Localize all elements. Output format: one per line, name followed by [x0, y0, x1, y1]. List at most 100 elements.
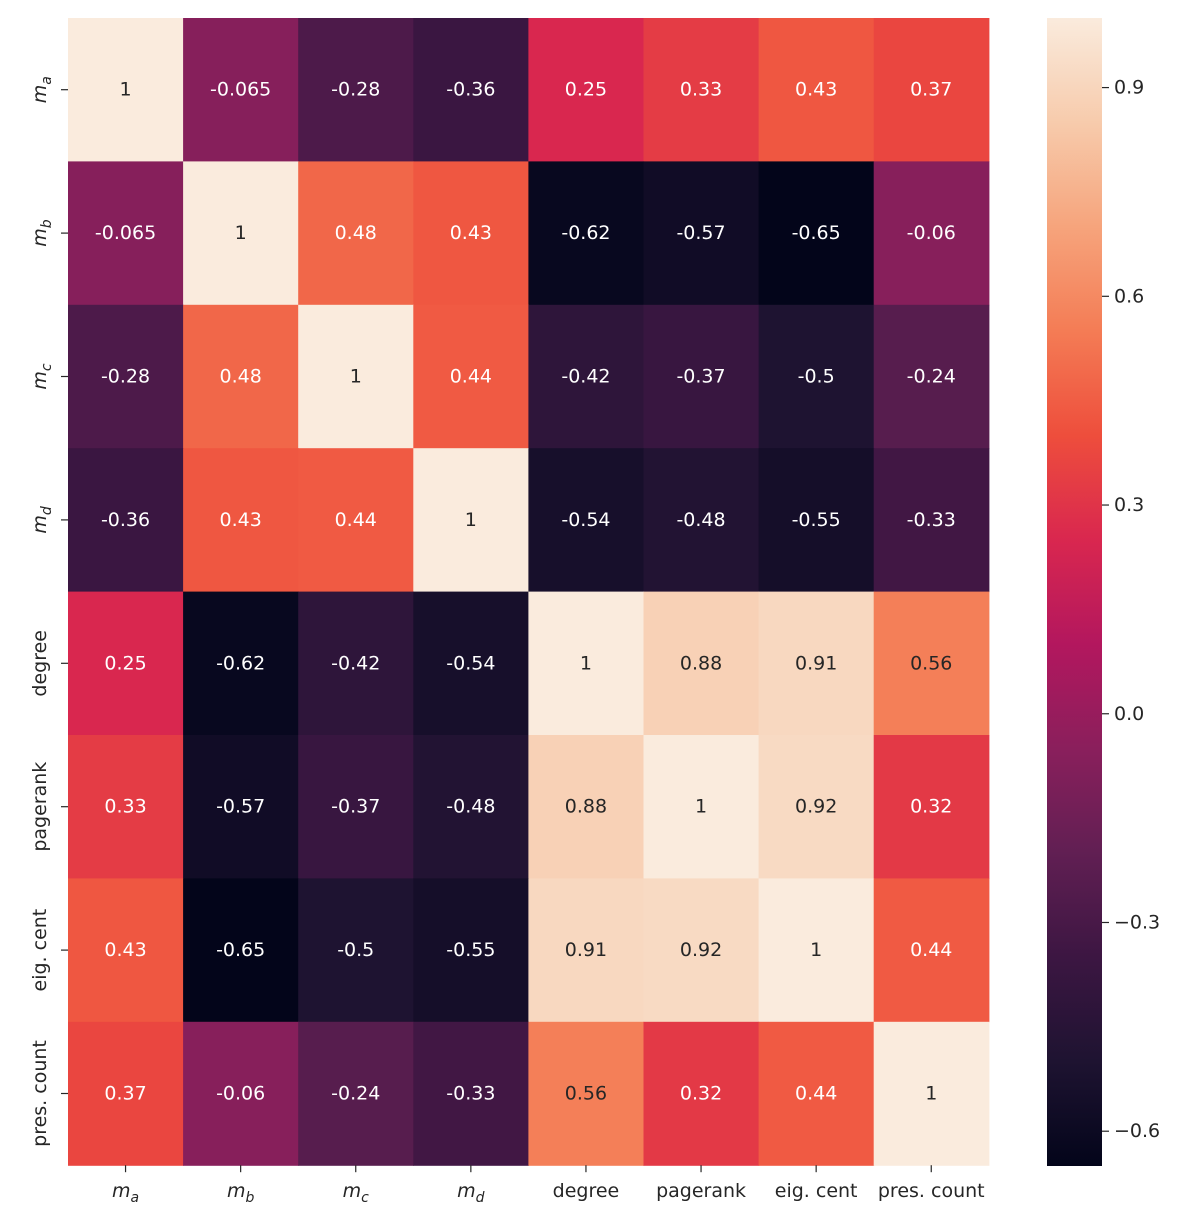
cell-value-label: -0.28 — [101, 366, 150, 388]
cell-value-label: 0.92 — [680, 939, 722, 961]
cell-value-label: -0.55 — [446, 939, 495, 961]
cell-value-label: -0.57 — [216, 796, 265, 818]
heatmap-cell — [528, 448, 645, 593]
heatmap-cell — [413, 448, 529, 593]
cell-value-label: 0.32 — [910, 796, 952, 818]
cell-value-label: 1 — [580, 652, 592, 674]
x-tick-label: ma — [112, 1180, 139, 1206]
heatmap-cell — [643, 304, 760, 449]
heatmap-cell — [643, 591, 760, 736]
heatmap-cell — [758, 304, 875, 449]
cell-value-label: -0.065 — [210, 79, 271, 101]
cell-value-label: 1 — [925, 1083, 937, 1105]
cell-value-label: -0.36 — [101, 509, 150, 531]
cell-value-label: 0.43 — [450, 222, 492, 244]
heatmap-cell — [183, 878, 299, 1023]
cell-value-label: 1 — [350, 366, 362, 388]
heatmap-cell — [413, 878, 529, 1023]
heatmap-cell — [68, 448, 184, 593]
heatmap-cell — [413, 18, 529, 162]
heatmap-cell — [298, 878, 414, 1023]
cell-value-label: 1 — [120, 79, 132, 101]
cell-value-label: 0.56 — [565, 1083, 607, 1105]
cell-value-label: 0.91 — [795, 652, 837, 674]
heatmap-cell — [183, 18, 299, 162]
heatmap-cell — [298, 304, 414, 449]
x-axis-ticks: ma mb mc md degree pagerank eig. cent pres. cou… — [112, 1165, 985, 1206]
heatmap-cell — [758, 161, 875, 306]
cell-value-label: 0.48 — [335, 222, 377, 244]
cell-value-label: 0.44 — [335, 509, 377, 531]
heatmap-cell-labels: 1 -0.065 -0.28 -0.36 0.25 0.33 0.43 0.37 -0.065 1… — [95, 79, 956, 1105]
y-tick-label: mc — [29, 363, 55, 390]
colorbar: 0.9 0.6 0.3 0.0 −0.3 −0.6 — [1047, 18, 1160, 1166]
cell-value-label: -0.42 — [331, 652, 380, 674]
heatmap-cell — [528, 591, 645, 736]
cell-value-label: -0.55 — [792, 509, 841, 531]
heatmap-cell — [68, 878, 184, 1023]
colorbar-tick-label: 0.6 — [1114, 285, 1144, 307]
cell-value-label: -0.48 — [676, 509, 725, 531]
cell-value-label: 0.43 — [219, 509, 261, 531]
heatmap-cell — [873, 735, 990, 879]
heatmap-cell — [528, 735, 645, 879]
heatmap-cell — [873, 304, 990, 449]
cell-value-label: 0.43 — [104, 939, 146, 961]
heatmap-cell — [528, 1021, 645, 1166]
cell-value-label: 0.44 — [450, 366, 492, 388]
heatmap-cell — [298, 1021, 414, 1166]
x-tick-label: mb — [227, 1180, 255, 1206]
cell-value-label: -0.54 — [561, 509, 610, 531]
heatmap-cell — [758, 1021, 875, 1166]
heatmap-cell — [183, 304, 299, 449]
heatmap-cell — [413, 591, 529, 736]
cell-value-label: 0.48 — [219, 366, 261, 388]
heatmap-cell — [758, 735, 875, 879]
heatmap-cell — [183, 448, 299, 593]
heatmap-cell — [298, 18, 414, 162]
heatmap-cell — [298, 591, 414, 736]
cell-value-label: -0.42 — [561, 366, 610, 388]
cell-value-label: 0.25 — [104, 652, 146, 674]
cell-value-label: -0.54 — [446, 652, 495, 674]
cell-value-label: -0.37 — [331, 796, 380, 818]
heatmap-cell — [413, 161, 529, 306]
cell-value-label: -0.28 — [331, 79, 380, 101]
cell-value-label: -0.5 — [798, 366, 835, 388]
cell-value-label: 1 — [695, 796, 707, 818]
heatmap-cell — [873, 161, 990, 306]
heatmap-cell — [183, 1021, 299, 1166]
colorbar-tick-label: 0.0 — [1114, 703, 1144, 725]
colorbar-tick-label: 0.9 — [1114, 77, 1144, 99]
heatmap-cell — [183, 735, 299, 879]
x-tick-label: degree — [553, 1180, 620, 1202]
cell-value-label: 0.33 — [104, 796, 146, 818]
y-axis-ticks: ma mb mc md degree pagerank eig. cent pres. cou… — [29, 76, 68, 1147]
heatmap-cell — [873, 18, 990, 162]
cell-value-label: 0.88 — [680, 652, 722, 674]
heatmap-cells — [68, 18, 990, 1166]
cell-value-label: -0.5 — [337, 939, 374, 961]
cell-value-label: 1 — [465, 509, 477, 531]
heatmap-cell — [183, 591, 299, 736]
heatmap-cell — [758, 18, 875, 162]
cell-value-label: -0.37 — [676, 366, 725, 388]
cell-value-label: -0.65 — [216, 939, 265, 961]
cell-value-label: 0.37 — [104, 1083, 146, 1105]
cell-value-label: 0.44 — [910, 939, 952, 961]
x-tick-label: md — [457, 1180, 485, 1206]
heatmap-cell — [528, 878, 645, 1023]
cell-value-label: -0.62 — [216, 652, 265, 674]
cell-value-label: -0.33 — [907, 509, 956, 531]
colorbar-ticks: 0.9 0.6 0.3 0.0 −0.3 −0.6 — [1102, 77, 1160, 1142]
y-tick-label: md — [29, 506, 55, 534]
heatmap-cell — [643, 161, 760, 306]
cell-value-label: -0.06 — [216, 1083, 265, 1105]
cell-value-label: 0.37 — [910, 79, 952, 101]
heatmap-cell — [68, 591, 184, 736]
cell-value-label: -0.65 — [792, 222, 841, 244]
x-tick-label: mc — [343, 1180, 370, 1206]
y-tick-label: eig. cent — [29, 909, 51, 992]
heatmap-cell — [643, 878, 760, 1023]
